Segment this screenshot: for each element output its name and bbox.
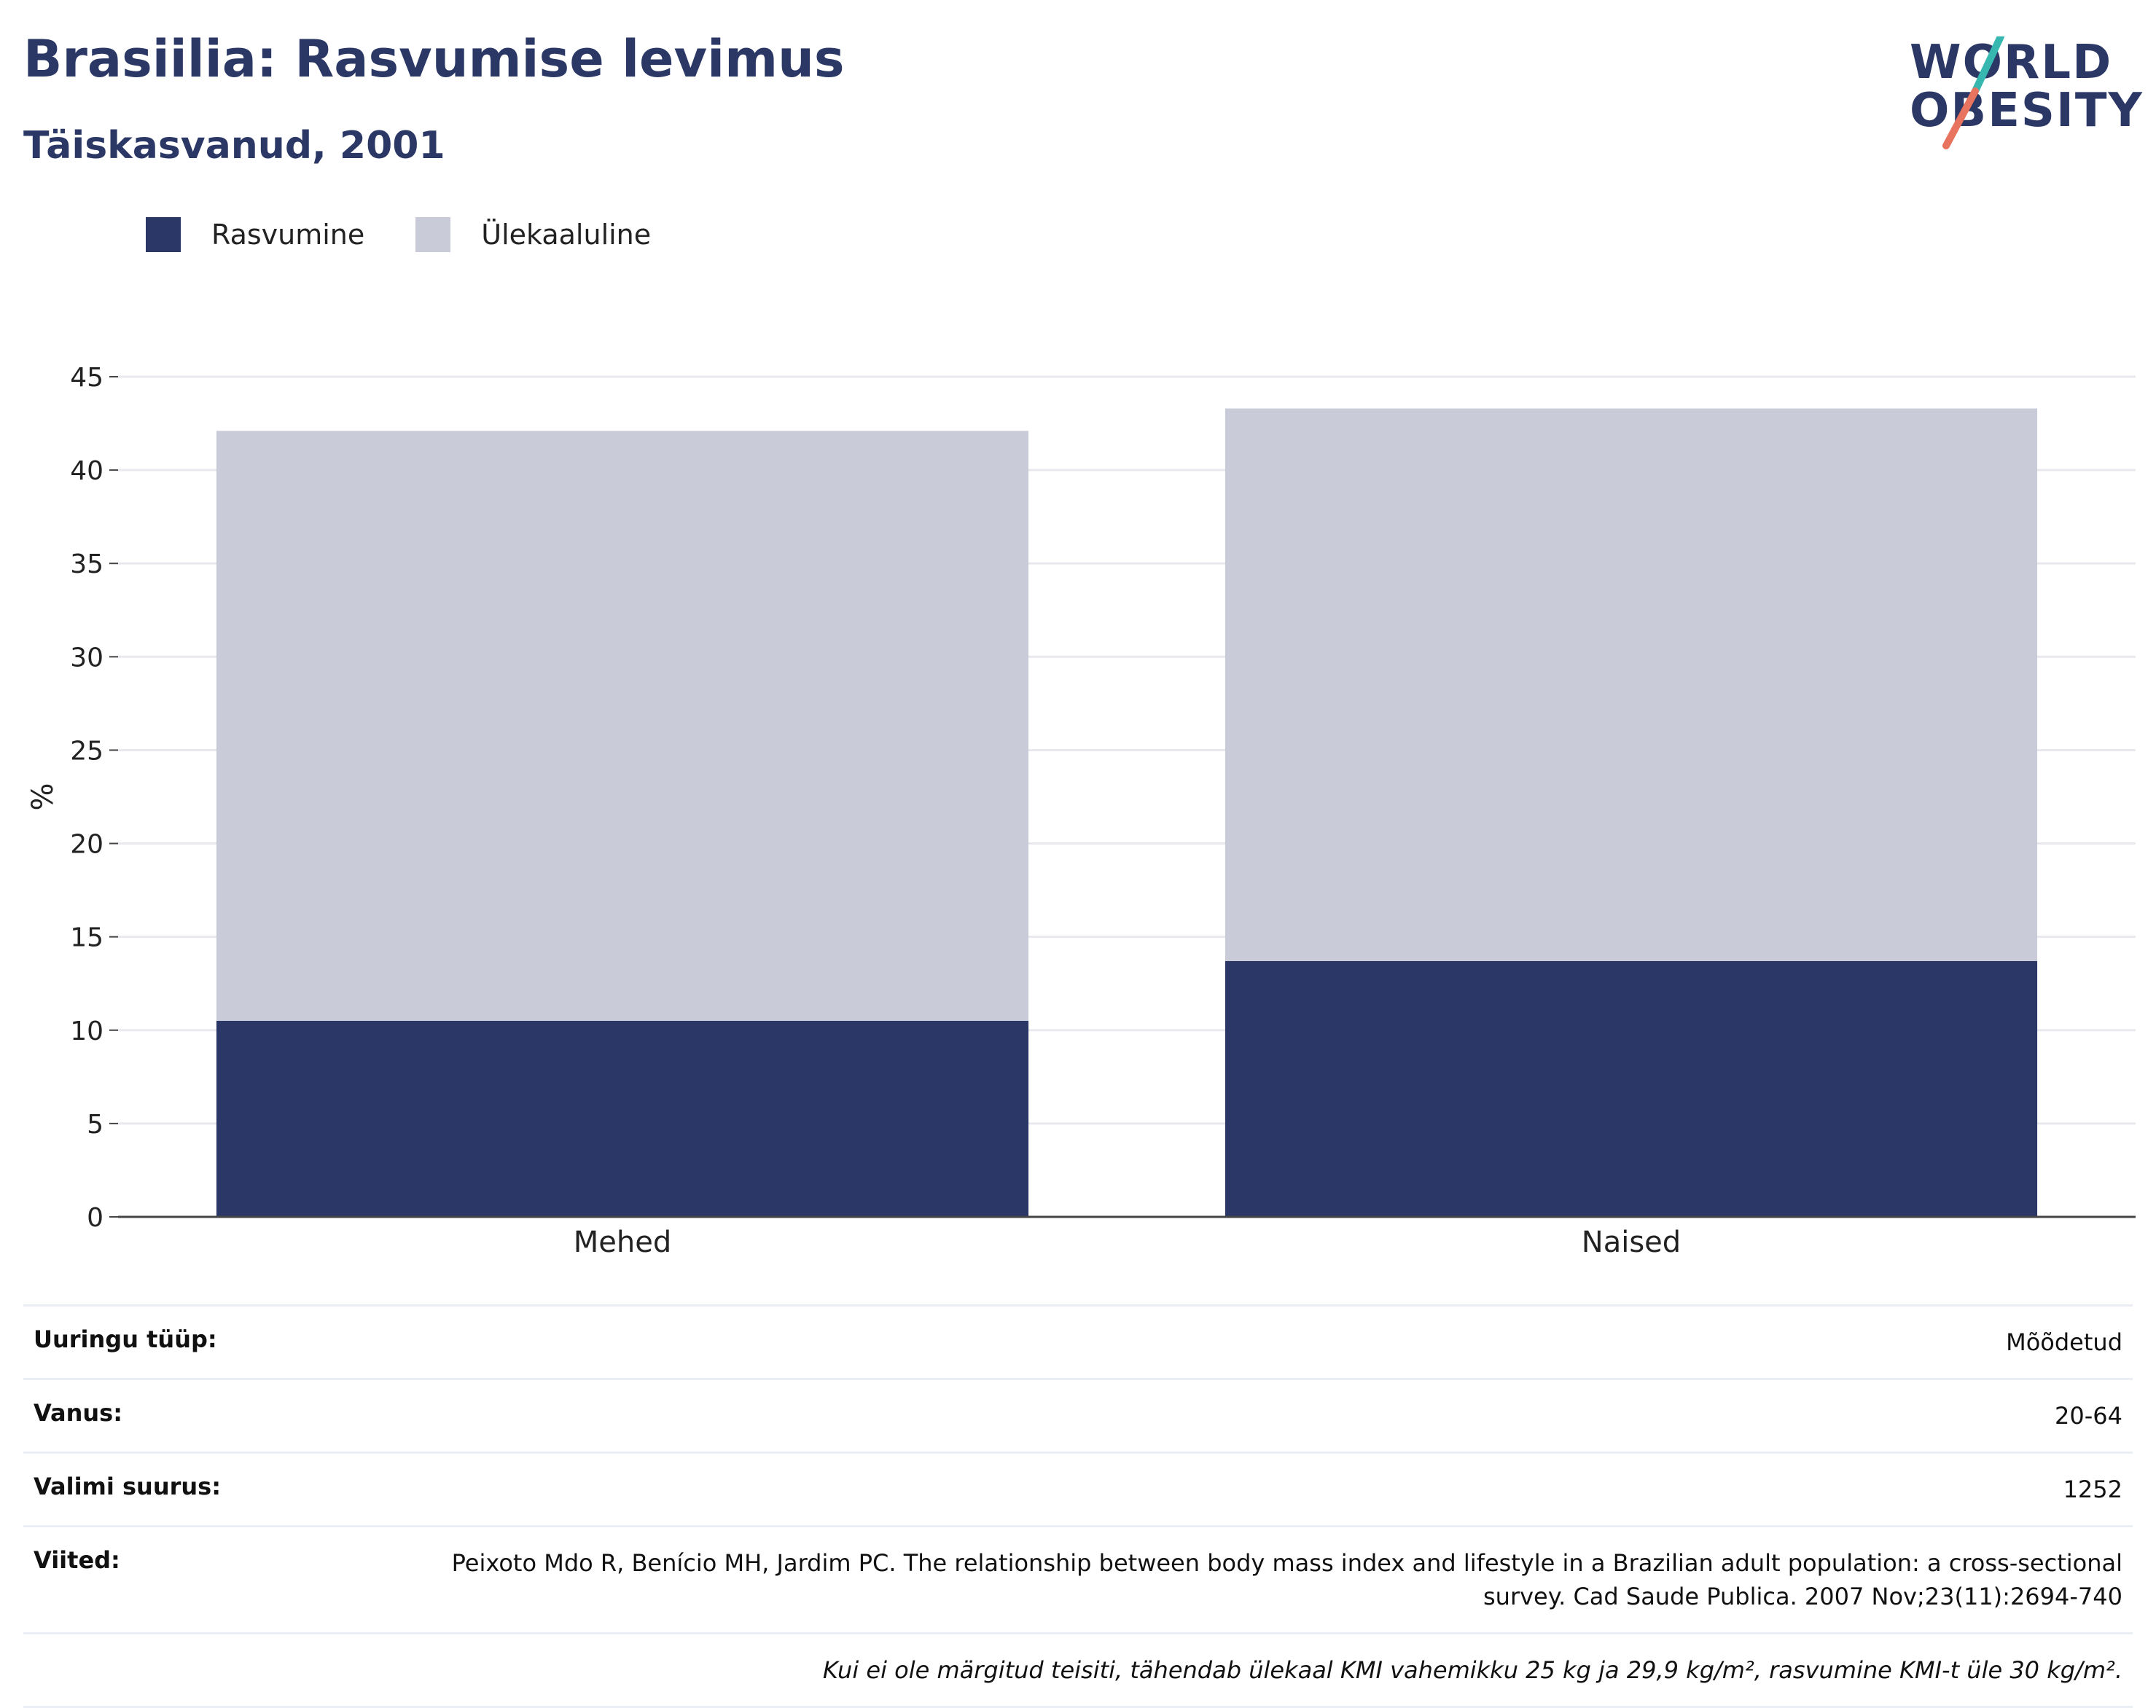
legend-item-obesity[interactable]: Rasvumine — [146, 217, 364, 252]
legend-label-overweight: Ülekaaluline — [481, 219, 652, 251]
info-footnote: Kui ei ole märgitud teisiti, tähendab ül… — [23, 1632, 2133, 1708]
bar-overweight-mehed — [216, 431, 1029, 1021]
info-row-sample-size: Valimi suurus: 1252 — [23, 1452, 2133, 1525]
info-key: Vanus: — [34, 1399, 123, 1427]
info-key: Uuringu tüüp: — [34, 1325, 217, 1353]
info-row-survey-type: Uuringu tüüp: Mõõdetud — [23, 1304, 2133, 1378]
chart-subtitle: Täiskasvanud, 2001 — [23, 124, 445, 168]
y-tick-label: 5 — [87, 1110, 103, 1140]
info-value: Mõõdetud — [2006, 1328, 2122, 1356]
y-tick-label: 0 — [87, 1203, 103, 1233]
info-row-age: Vanus: 20-64 — [23, 1378, 2133, 1452]
y-tick-label: 30 — [70, 643, 103, 673]
y-tick-label: 40 — [70, 456, 103, 486]
y-tick-label: 25 — [70, 736, 103, 766]
chart-legend: Rasvumine Ülekaaluline — [146, 217, 702, 252]
legend-item-overweight[interactable]: Ülekaaluline — [415, 217, 651, 252]
stacked-bar-chart: 0 5 10 15 20 25 30 35 40 45% Mehed Naised — [26, 363, 2136, 1259]
x-tick-label: Naised — [1582, 1226, 1681, 1259]
logo-line-1: WORLD — [1910, 36, 2113, 90]
bar-obesity-mehed — [216, 1020, 1029, 1217]
world-obesity-logo: WORLD OBESITY — [1866, 36, 2150, 160]
legend-swatch-overweight — [415, 217, 451, 252]
x-tick-label: Mehed — [574, 1226, 671, 1259]
y-tick-label: 20 — [70, 830, 103, 860]
info-value: 20-64 — [2055, 1402, 2122, 1430]
chart-title: Brasiilia: Rasvumise levimus — [23, 29, 845, 89]
info-row-references: Viited: Peixoto Mdo R, Benício MH, Jardi… — [23, 1525, 2133, 1632]
y-tick-label: 15 — [70, 923, 103, 953]
y-tick-label: 10 — [70, 1016, 103, 1046]
study-info-table: Uuringu tüüp: Mõõdetud Vanus: 20-64 Vali… — [23, 1304, 2133, 1708]
legend-label-obesity: Rasvumine — [211, 219, 365, 251]
info-value: 1252 — [2063, 1476, 2122, 1503]
footnote-text: Kui ei ole märgitud teisiti, tähendab ül… — [822, 1656, 2122, 1684]
logo-line-2: OBESITY — [1910, 84, 2144, 138]
y-axis-label: % — [26, 783, 60, 810]
bar-obesity-naised — [1225, 960, 2038, 1217]
info-key: Valimi suurus: — [34, 1473, 222, 1500]
bar-overweight-naised — [1225, 408, 2038, 961]
legend-swatch-obesity — [146, 217, 181, 252]
y-tick-label: 35 — [70, 549, 103, 579]
info-key: Viited: — [34, 1546, 120, 1574]
info-value: Peixoto Mdo R, Benício MH, Jardim PC. Th… — [451, 1549, 2122, 1610]
logo-slash-icon — [1942, 36, 2004, 149]
y-tick-label: 45 — [70, 363, 103, 393]
